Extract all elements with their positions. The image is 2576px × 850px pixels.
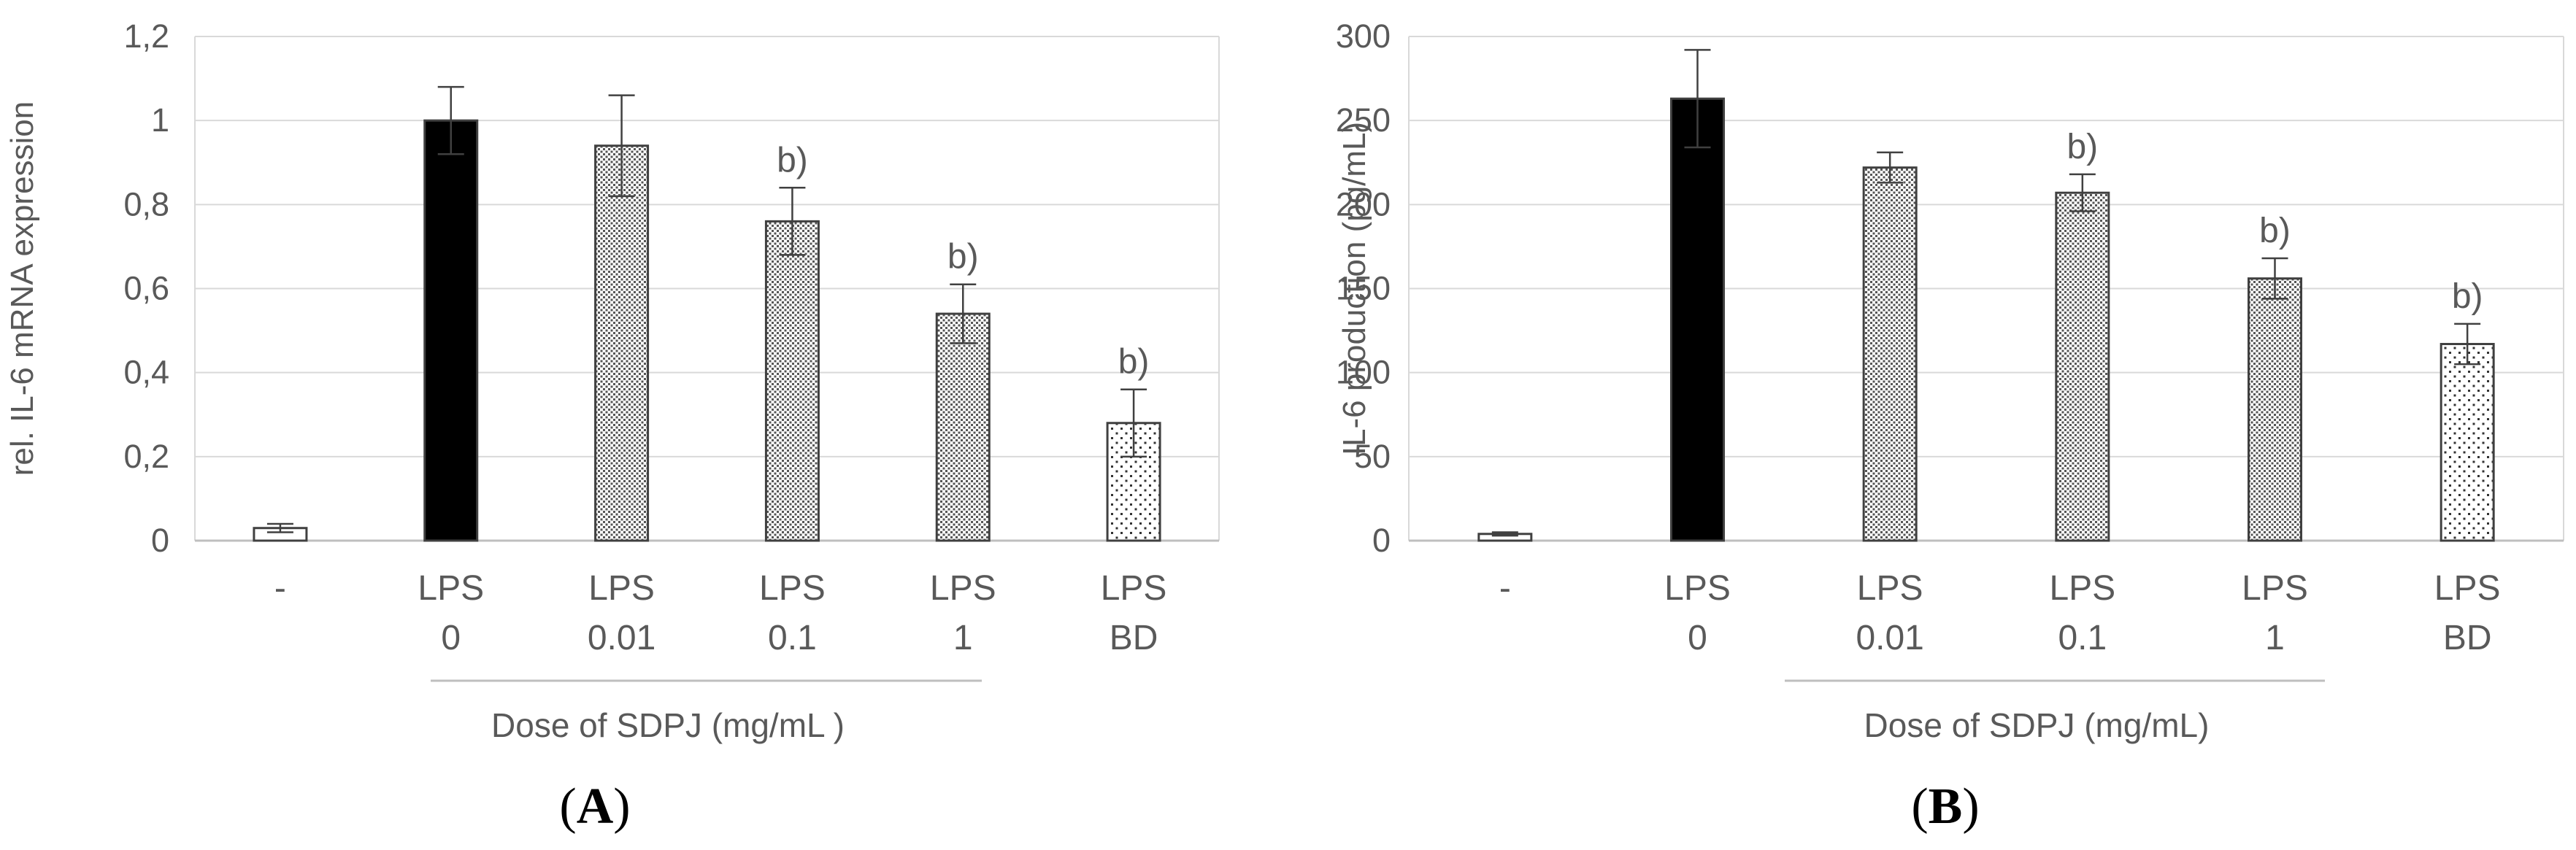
panel-label-b: (B) — [1911, 778, 1979, 835]
x-tick-label: - — [1499, 569, 1511, 608]
bar — [423, 119, 479, 542]
x-tick-label: 0.01 — [1856, 619, 1923, 657]
x-tick-label: LPS — [418, 569, 484, 608]
y-tick-label: 1 — [151, 101, 169, 139]
x-tick-label: LPS — [930, 569, 996, 608]
y-tick-label: 200 — [1336, 185, 1391, 223]
x-tick-label: 0.01 — [588, 619, 655, 657]
bar — [1862, 166, 1918, 542]
panel-label-a-letter: A — [577, 778, 614, 835]
y-tick-label: 1,2 — [123, 18, 169, 55]
x-tick-label: LPS — [1101, 569, 1167, 608]
x-tick-label: 0.1 — [768, 619, 817, 657]
x-tick-label: - — [274, 569, 286, 608]
x-tick-label: LPS — [1664, 569, 1731, 608]
bar — [764, 220, 820, 542]
panel-label-a: (A) — [559, 778, 630, 835]
x-tick-label: LPS — [2434, 569, 2501, 608]
bar — [2055, 191, 2110, 542]
x-tick-label: 1 — [953, 619, 973, 657]
significance-label: b) — [947, 238, 979, 277]
y-axis-label: rel. IL-6 mRNA expression — [4, 101, 40, 476]
bar — [2439, 343, 2495, 542]
y-tick-label: 300 — [1336, 18, 1391, 55]
y-tick-label: 100 — [1336, 354, 1391, 391]
y-tick-label: 0 — [151, 522, 169, 559]
chart-panel-b: 0 50 100 150 200 250 300 IL-6 production (pg/mL… — [1336, 18, 2564, 744]
chart-panel-a: 0 0,2 0,4 0,6 0,8 1 1,2 rel. IL-6 mRNA expressi… — [4, 18, 1220, 744]
significance-label: b) — [2066, 128, 2098, 166]
y-tick-label: 0 — [1372, 522, 1391, 559]
significance-label: b) — [2452, 277, 2483, 316]
significance-label: b) — [2259, 212, 2291, 250]
y-tick-label: 50 — [1354, 438, 1391, 475]
significance-label: b) — [777, 141, 808, 179]
x-axis-label: Dose of SDPJ (mg/mL ) — [491, 706, 845, 744]
panel-label-b-letter: B — [1929, 778, 1963, 835]
bar — [594, 144, 650, 542]
y-tick-label: 0,2 — [123, 438, 169, 475]
x-tick-label: 0 — [441, 619, 461, 657]
x-tick-label: LPS — [759, 569, 826, 608]
x-tick-label: LPS — [2049, 569, 2115, 608]
x-tick-label: 1 — [2265, 619, 2285, 657]
bar — [2248, 277, 2302, 542]
x-tick-label: 0 — [1688, 619, 1707, 657]
y-tick-label: 250 — [1336, 101, 1391, 139]
y-tick-label: 0,4 — [123, 354, 169, 391]
bar — [935, 312, 991, 542]
y-tick-label: 0,8 — [123, 185, 169, 223]
x-tick-label: LPS — [588, 569, 655, 608]
y-tick-label: 0,6 — [123, 270, 169, 307]
y-tick-label: 150 — [1336, 270, 1391, 307]
x-axis-label: Dose of SDPJ (mg/mL) — [1864, 706, 2210, 744]
significance-label: b) — [1118, 343, 1150, 382]
y-axis-label: IL-6 production (pg/mL) — [1337, 122, 1372, 455]
x-tick-label: LPS — [1857, 569, 1923, 608]
x-tick-label: BD — [1110, 619, 1158, 657]
x-tick-label: BD — [2443, 619, 2492, 657]
x-tick-label: LPS — [2242, 569, 2308, 608]
x-tick-label: 0.1 — [2058, 619, 2107, 657]
bar — [1670, 97, 1725, 542]
